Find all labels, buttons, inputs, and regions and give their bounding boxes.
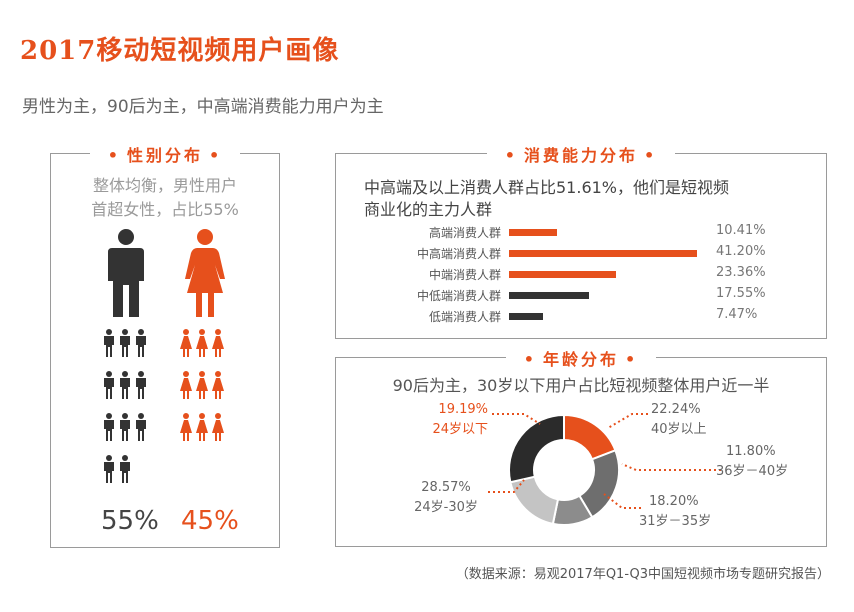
- leader-line: [607, 413, 648, 429]
- female-small-icon: [196, 413, 208, 441]
- male-percent: 55%: [101, 506, 159, 536]
- age-range-over40: 40岁以上: [651, 422, 707, 437]
- bar-category-label: 中低端消费人群: [416, 289, 501, 303]
- male-small-icon: [120, 413, 130, 441]
- age-range-24-30: 24岁-30岁: [414, 500, 478, 515]
- age-donut-chart: [488, 413, 721, 526]
- male-small-icon: [120, 455, 130, 483]
- age-pct-under24: 19.19%: [438, 402, 488, 417]
- consumption-desc-line1: 中高端及以上消费人群占比51.61%，他们是短视频: [364, 178, 730, 197]
- gender-panel: 性别分布 整体均衡，男性用户 首超女性，占比55%: [50, 146, 280, 548]
- female-small-icon: [212, 371, 224, 399]
- consumption-bar: [509, 229, 557, 236]
- donut-slice: [509, 475, 560, 526]
- data-source-note: （数据来源：易观2017年Q1-Q3中国短视频市场专题研究报告）: [455, 567, 830, 582]
- age-label-31-35: 18.20% 31岁－35岁: [639, 492, 711, 532]
- female-small-icon: [180, 413, 192, 441]
- age-pct-24-30: 28.57%: [421, 480, 471, 495]
- bar-value-label: 7.47%: [716, 307, 758, 322]
- donut-slice: [508, 413, 565, 484]
- bar-value-label: 10.41%: [716, 223, 766, 238]
- female-small-icon: [212, 329, 224, 357]
- female-small-icon: [196, 329, 208, 357]
- age-pct-36-40: 11.80%: [726, 444, 776, 459]
- male-small-icon: [104, 329, 114, 357]
- age-label-36-40: 11.80% 36岁－40岁: [716, 442, 788, 482]
- age-pct-over40: 22.24%: [651, 402, 701, 417]
- age-label-under24: 19.19% 24岁以下: [424, 400, 488, 440]
- leader-line: [492, 413, 541, 425]
- page-title: 2017移动短视频用户画像: [20, 36, 340, 66]
- leader-line: [621, 463, 721, 471]
- consumption-bar: [509, 250, 697, 257]
- female-small-icon: [196, 371, 208, 399]
- age-desc: 90后为主，30岁以下用户占比短视频整体用户近一半: [392, 376, 770, 395]
- bar-value-label: 23.36%: [716, 265, 766, 280]
- female-small-icon: [180, 371, 192, 399]
- male-small-icon: [136, 371, 146, 399]
- male-small-icon: [104, 455, 114, 483]
- male-small-icon: [120, 371, 130, 399]
- bar-category-label: 中端消费人群: [428, 268, 501, 282]
- bar-category-label: 高端消费人群: [428, 226, 501, 240]
- bar-value-label: 17.55%: [716, 286, 766, 301]
- male-small-icon: [104, 413, 114, 441]
- consumption-bar: [509, 313, 544, 320]
- page-subtitle: 男性为主，90后为主，中高端消费能力用户为主: [22, 97, 384, 117]
- age-panel: 年龄分布 90后为主，30岁以下用户占比短视频整体用户近一半 19.19% 24…: [335, 350, 827, 547]
- consumption-heading: 消费能力分布: [486, 146, 676, 165]
- gender-icon-grid: [104, 329, 224, 483]
- age-pct-31-35: 18.20%: [649, 494, 699, 509]
- female-percent: 45%: [181, 506, 239, 536]
- gender-desc-line2: 首超女性，占比55%: [91, 200, 239, 219]
- bar-category-label: 中高端消费人群: [416, 247, 501, 261]
- bar-category-label: 低端消费人群: [428, 310, 501, 324]
- age-range-under24: 24岁以下: [432, 422, 488, 437]
- male-small-icon: [136, 329, 146, 357]
- male-small-icon: [120, 329, 130, 357]
- age-range-31-35: 31岁－35岁: [639, 514, 712, 529]
- consumption-bar: [509, 292, 590, 299]
- female-small-icon: [180, 329, 192, 357]
- female-small-icon: [212, 413, 224, 441]
- leader-line: [603, 493, 641, 509]
- female-icon: [185, 229, 225, 317]
- consumption-panel: 消费能力分布 中高端及以上消费人群占比51.61%，他们是短视频 商业化的主力人…: [335, 146, 827, 339]
- male-icon: [108, 229, 144, 317]
- gender-desc-line1: 整体均衡，男性用户: [92, 176, 237, 195]
- gender-heading: 性别分布: [89, 146, 241, 165]
- bar-value-label: 41.20%: [716, 244, 766, 259]
- leader-line: [488, 479, 525, 493]
- male-small-icon: [136, 413, 146, 441]
- age-label-24-30: 28.57% 24岁-30岁: [404, 478, 488, 518]
- age-heading: 年龄分布: [505, 350, 657, 369]
- consumption-bar: [509, 271, 616, 278]
- age-label-over40: 22.24% 40岁以上: [651, 400, 707, 440]
- male-small-icon: [104, 371, 114, 399]
- age-range-36-40: 36岁－40岁: [716, 464, 789, 479]
- consumption-desc-line2: 商业化的主力人群: [364, 200, 493, 219]
